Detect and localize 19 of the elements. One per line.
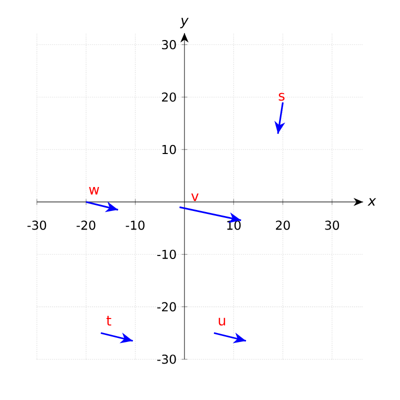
- y-tick-label: 10: [162, 144, 176, 154]
- x-tick-label: -10: [126, 220, 144, 230]
- x-tick-label: -20: [76, 220, 96, 230]
- y-tick-label: -20: [157, 302, 176, 312]
- series-label: t: [106, 316, 112, 326]
- series-label: u: [218, 318, 226, 326]
- y-axis-title: y: [180, 18, 189, 28]
- x-tick-label: -30: [27, 220, 46, 230]
- y-tick-label: 20: [162, 92, 176, 102]
- x-tick-label: 20: [276, 220, 290, 230]
- x-tick-label: 10: [227, 220, 241, 230]
- series-label: s: [278, 92, 285, 101]
- y-tick-label: 30: [162, 40, 176, 50]
- y-tick-label: -30: [157, 354, 176, 364]
- series-label: v: [191, 194, 199, 201]
- series-label: w: [89, 186, 100, 194]
- x-axis-title: x: [368, 198, 376, 206]
- x-tick-label: 30: [325, 220, 340, 230]
- y-tick-label: -10: [157, 250, 176, 260]
